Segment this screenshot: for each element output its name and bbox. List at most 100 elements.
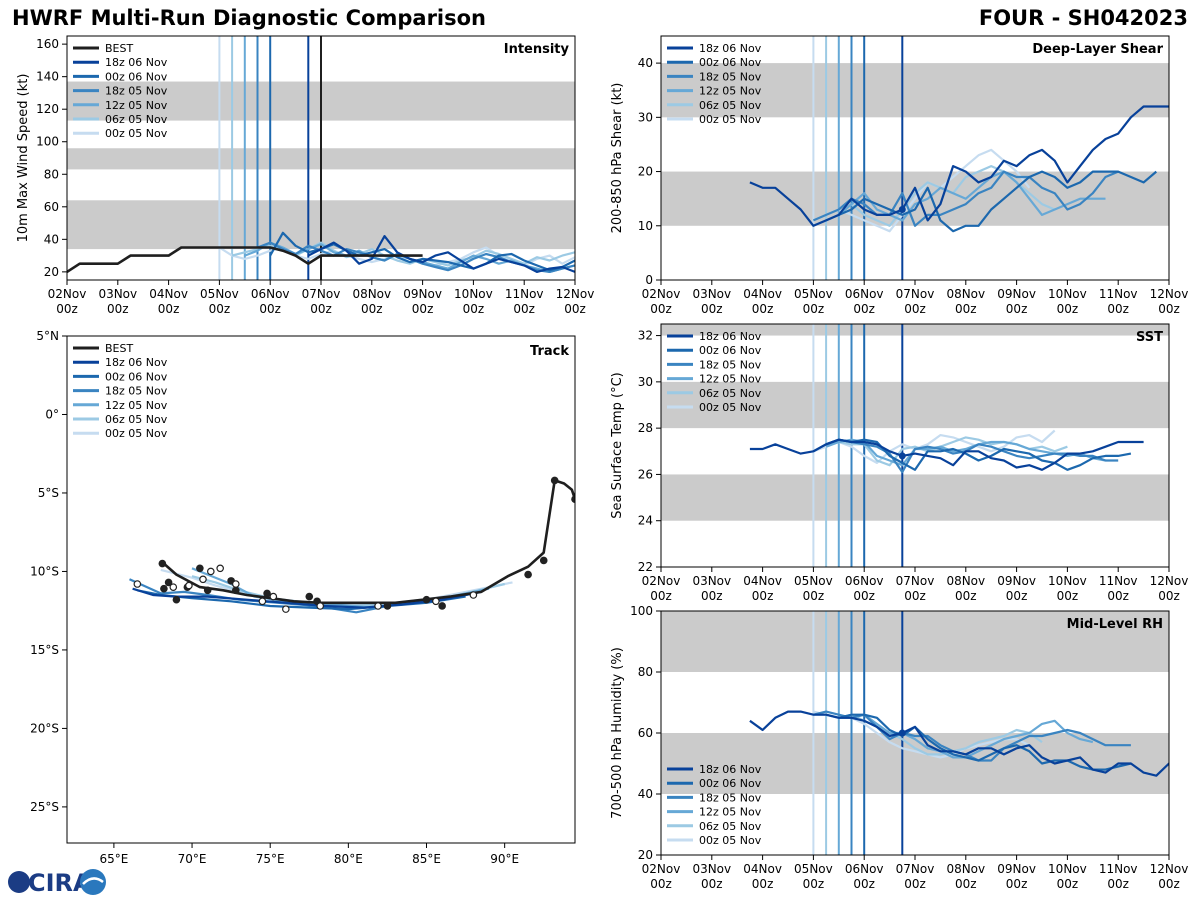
x-tick-label: 90°E — [490, 852, 519, 866]
legend-label: 12z 05 Nov — [105, 399, 168, 412]
x-tick-label: 08Nov — [946, 574, 985, 588]
series-line-00z-05-nov — [812, 148, 1031, 233]
legend-label: 18z 06 Nov — [105, 56, 168, 69]
x-tick-label: 00z — [158, 302, 180, 316]
y-tick-label: 22 — [638, 560, 653, 574]
x-tick-label: 00z — [56, 302, 78, 316]
x-tick-label: 00z — [752, 877, 774, 891]
x-tick-label: 00z — [1158, 302, 1180, 316]
x-tick-label: 11Nov — [505, 287, 544, 301]
y-tick-label: 26 — [638, 467, 653, 481]
y-tick-label: 20 — [638, 165, 653, 179]
y-tick-label: 20 — [638, 848, 653, 862]
legend-label: 00z 05 Nov — [699, 113, 762, 126]
best-track-open-point — [216, 564, 224, 573]
x-tick-label: 10Nov — [1048, 574, 1087, 588]
best-track-open-point — [282, 605, 290, 613]
y-tick-label: 60 — [638, 726, 653, 740]
cira-logo: CIRA — [8, 869, 106, 897]
x-tick-label: 06Nov — [251, 287, 290, 301]
legend-label: 00z 05 Nov — [699, 834, 762, 847]
x-tick-label: 00z — [955, 877, 977, 891]
x-tick-label: 00z — [1057, 877, 1079, 891]
legend-label: 18z 06 Nov — [105, 356, 168, 369]
shade-band — [661, 63, 1169, 118]
x-tick-label: 00z — [955, 302, 977, 316]
best-track-point — [539, 556, 548, 565]
x-tick-label: 02Nov — [642, 862, 681, 876]
x-tick-label: 06Nov — [845, 862, 884, 876]
shade-band — [661, 733, 1169, 794]
x-tick-label: 12Nov — [1150, 287, 1189, 301]
series-line-00z-06-nov — [838, 713, 1132, 771]
series-line-00z-06-nov — [838, 170, 1158, 233]
x-tick-label: 09Nov — [997, 574, 1036, 588]
legend-label: 00z 06 Nov — [699, 344, 762, 357]
series-line-00z-05-nov — [813, 429, 1056, 464]
panel-title: Track — [530, 344, 569, 359]
legend-label: 18z 06 Nov — [699, 330, 762, 343]
legend-label: 12z 05 Nov — [699, 85, 762, 98]
figure-title: HWRF Multi-Run Diagnostic Comparison — [12, 6, 487, 30]
x-tick-label: 05Nov — [794, 862, 833, 876]
y-tick-label: 0° — [45, 407, 59, 421]
x-tick-label: 00z — [1107, 302, 1129, 316]
best-track-point — [196, 564, 204, 573]
series-line-12z-05-nov — [825, 170, 1106, 222]
x-tick-label: 12Nov — [556, 287, 595, 301]
x-tick-label: 00z — [904, 877, 926, 891]
best-track-open-point — [169, 583, 178, 591]
x-tick-label: 08Nov — [352, 287, 391, 301]
best-track-point — [263, 589, 271, 598]
y-tick-label: 10°S — [30, 564, 59, 578]
best-track-point — [438, 602, 446, 610]
x-tick-label: 04Nov — [743, 574, 782, 588]
best-track-point — [160, 584, 168, 593]
panel-title: Intensity — [504, 42, 570, 57]
best-track-point — [203, 586, 212, 595]
best-track-point — [158, 559, 167, 568]
best-track-point — [550, 476, 559, 485]
y-tick-label: 5°N — [36, 329, 59, 343]
init-point-marker — [898, 452, 906, 460]
best-track-open-point — [469, 591, 478, 599]
best-track-open-point — [374, 602, 382, 610]
legend-label: 06z 05 Nov — [105, 413, 168, 426]
y-tick-label: 20 — [44, 265, 59, 279]
x-tick-label: 00z — [107, 302, 129, 316]
x-tick-label: 07Nov — [896, 862, 935, 876]
y-tick-label: 28 — [638, 421, 653, 435]
y-tick-label: 10 — [638, 219, 653, 233]
x-tick-label: 09Nov — [997, 287, 1036, 301]
y-tick-label: 100 — [630, 604, 653, 618]
y-tick-label: 20°S — [30, 721, 59, 735]
y-tick-label: 30 — [638, 375, 653, 389]
best-track-open-point — [232, 580, 240, 588]
x-tick-label: 10Nov — [1048, 862, 1087, 876]
legend-label: 18z 05 Nov — [699, 70, 762, 83]
x-tick-label: 00z — [513, 302, 535, 316]
shade-band — [661, 474, 1169, 521]
x-tick-label: 00z — [1006, 589, 1028, 603]
best-track-open-point — [133, 580, 142, 588]
y-tick-label: 60 — [44, 200, 59, 214]
x-tick-label: 00z — [463, 302, 485, 316]
panel-title: Mid-Level RH — [1067, 617, 1163, 632]
y-tick-label: 160 — [36, 37, 59, 51]
x-tick-label: 00z — [1158, 877, 1180, 891]
series-line-18z-06-nov — [749, 710, 1169, 777]
x-tick-label: 02Nov — [642, 574, 681, 588]
x-tick-label: 65°E — [99, 852, 128, 866]
x-tick-label: 08Nov — [946, 287, 985, 301]
x-tick-label: 03Nov — [692, 862, 731, 876]
y-tick-label: 100 — [36, 135, 59, 149]
x-tick-label: 00z — [1107, 589, 1129, 603]
x-tick-label: 12Nov — [1150, 574, 1189, 588]
x-tick-label: 05Nov — [200, 287, 239, 301]
legend-label: 18z 05 Nov — [699, 791, 762, 804]
series-line-18z-05-nov — [813, 710, 1131, 762]
track-line-best — [163, 479, 575, 605]
series-line-best — [67, 246, 423, 273]
chart-intensity: 02Nov00z03Nov00z04Nov00z05Nov00z06Nov00z… — [16, 35, 595, 316]
